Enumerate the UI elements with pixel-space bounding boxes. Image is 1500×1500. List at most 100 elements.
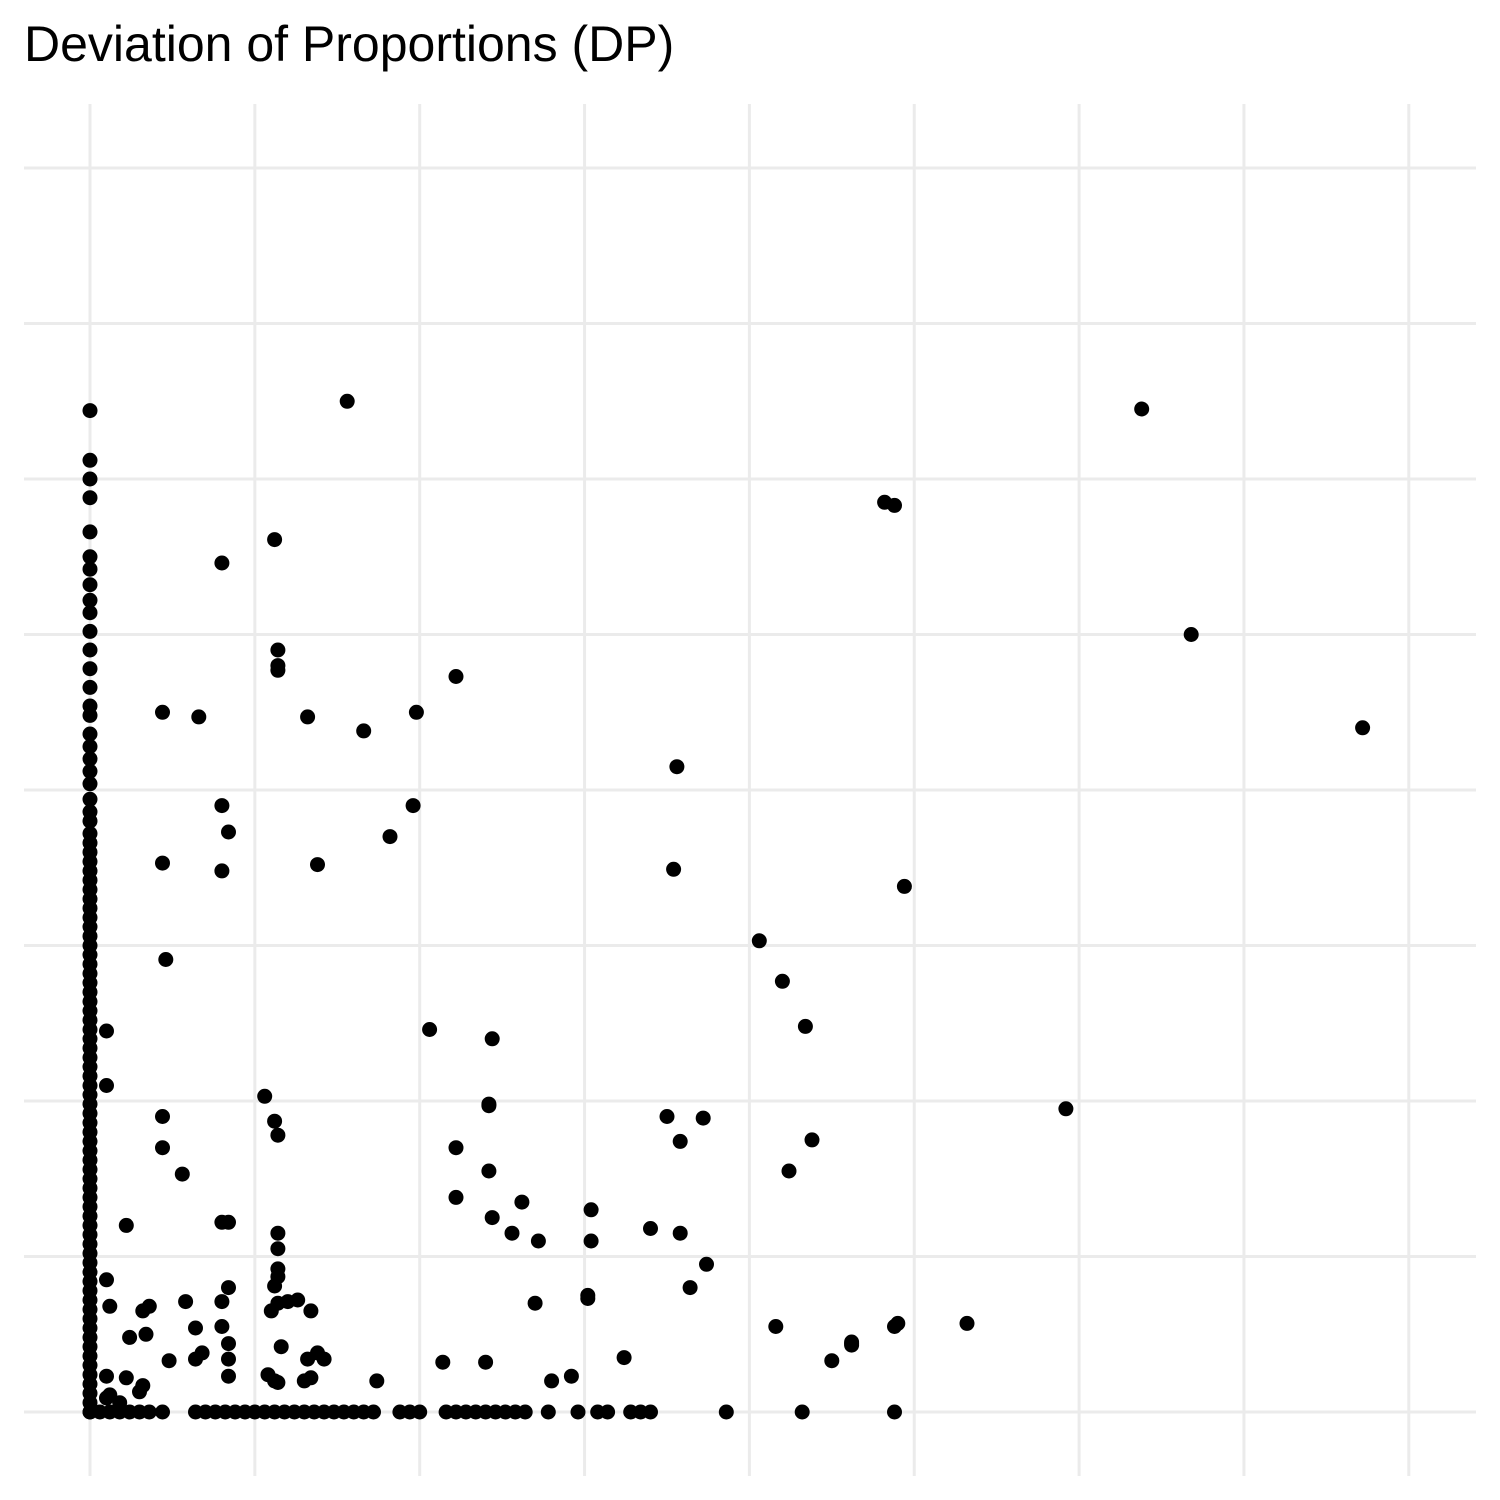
data-point — [672, 1225, 688, 1241]
data-point — [643, 1221, 658, 1236]
data-point — [82, 751, 98, 767]
data-point — [540, 1404, 556, 1420]
data-point — [448, 669, 464, 684]
data-point — [369, 1373, 385, 1389]
data-point — [356, 723, 372, 739]
data-point — [448, 1189, 464, 1205]
data-point — [221, 1351, 236, 1367]
data-point — [570, 1404, 586, 1420]
data-point — [221, 1336, 236, 1352]
data-point — [191, 709, 207, 725]
data-point — [781, 1163, 797, 1179]
grid-layer — [24, 104, 1476, 1476]
data-point — [270, 662, 286, 678]
data-point — [267, 1113, 283, 1129]
data-point — [155, 855, 170, 871]
data-point — [82, 549, 98, 565]
data-point — [682, 1280, 698, 1296]
data-point — [138, 1326, 154, 1342]
data-point — [82, 763, 98, 779]
data-point — [221, 824, 236, 840]
data-point — [188, 1320, 203, 1336]
data-point — [214, 863, 230, 879]
data-point — [155, 1404, 170, 1420]
data-point — [155, 704, 170, 720]
data-point — [82, 776, 98, 792]
data-point — [382, 829, 398, 845]
data-point — [699, 1256, 714, 1272]
data-point — [1134, 401, 1150, 417]
data-point — [82, 452, 98, 468]
data-point — [82, 813, 98, 829]
data-point — [695, 1110, 711, 1126]
data-point — [141, 1298, 157, 1314]
data-point — [158, 952, 174, 967]
data-point — [887, 497, 902, 513]
data-point — [316, 1351, 332, 1367]
data-point — [122, 1329, 138, 1345]
data-point — [257, 1088, 273, 1104]
data-point — [214, 1319, 230, 1334]
data-point — [804, 1132, 820, 1148]
data-point — [99, 1368, 114, 1384]
data-point — [435, 1354, 451, 1370]
data-point — [484, 1031, 500, 1047]
data-point — [141, 1404, 157, 1420]
data-point — [643, 1404, 658, 1420]
data-point — [214, 555, 230, 571]
data-point — [82, 661, 98, 677]
data-point — [768, 1319, 784, 1334]
data-point — [794, 1404, 810, 1420]
data-point — [600, 1404, 616, 1420]
data-point — [405, 798, 421, 814]
data-point — [959, 1315, 975, 1331]
data-point — [478, 1354, 494, 1370]
data-point — [544, 1373, 560, 1389]
data-point — [99, 1272, 114, 1288]
data-point — [300, 709, 316, 725]
data-point — [1183, 627, 1199, 642]
data-point — [132, 1384, 147, 1400]
data-point — [583, 1233, 599, 1249]
data-point — [82, 592, 98, 608]
data-point — [303, 1370, 319, 1386]
data-point — [1058, 1101, 1074, 1117]
data-point — [300, 1351, 316, 1367]
data-point — [273, 1339, 289, 1355]
data-point — [751, 933, 767, 949]
data-point — [270, 642, 286, 658]
data-point — [484, 1210, 500, 1226]
points-layer — [82, 393, 1371, 1420]
data-point — [118, 1217, 134, 1233]
data-point — [82, 605, 98, 621]
data-point — [82, 577, 98, 593]
data-point — [448, 1140, 464, 1156]
data-point — [408, 704, 424, 720]
data-point — [563, 1368, 579, 1384]
data-point — [99, 1390, 114, 1406]
data-point — [1355, 720, 1371, 736]
data-point — [481, 1163, 497, 1179]
data-point — [267, 1278, 283, 1294]
data-point — [118, 1370, 134, 1386]
data-point — [161, 1353, 177, 1369]
data-point — [530, 1233, 546, 1249]
data-point — [82, 471, 98, 487]
data-point — [82, 791, 98, 807]
data-point — [310, 857, 325, 873]
data-point — [672, 1133, 688, 1149]
data-point — [214, 798, 230, 814]
data-point — [155, 1109, 170, 1124]
data-point — [214, 1294, 230, 1310]
data-point — [82, 739, 98, 754]
data-point — [99, 1078, 114, 1093]
data-point — [174, 1166, 190, 1182]
data-point — [82, 642, 98, 658]
data-point — [718, 1404, 734, 1420]
data-point — [527, 1295, 543, 1311]
data-point — [797, 1018, 813, 1034]
data-point — [194, 1345, 210, 1361]
data-point — [270, 1127, 286, 1143]
data-point — [270, 1225, 286, 1241]
